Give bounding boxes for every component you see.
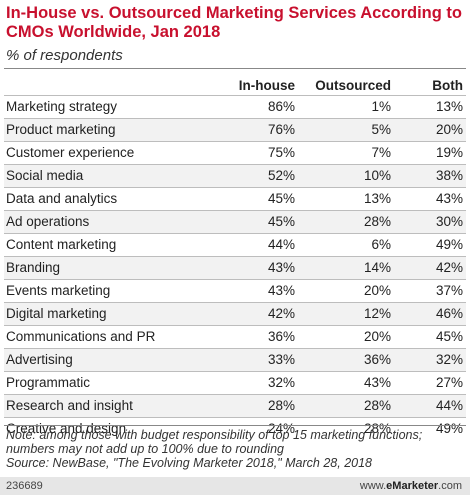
cell-both: 46% [435,306,463,321]
cell-in-house: 43% [267,283,295,298]
row-label: Creative and design [6,421,127,436]
cell-outsourced: 14% [363,260,391,275]
row-label: Branding [6,260,61,275]
brand-prefix: www. [359,480,387,492]
cell-outsourced: 7% [371,145,391,160]
cell-in-house: 45% [267,214,295,229]
cell-in-house: 42% [267,306,295,321]
cell-outsourced: 13% [363,191,391,206]
table-row: Customer experience 75% 7% 19% [4,141,466,164]
cell-both: 32% [435,352,463,367]
cell-outsourced: 20% [363,283,391,298]
row-label: Product marketing [6,122,116,137]
cell-both: 27% [435,375,463,390]
cell-in-house: 36% [267,329,295,344]
row-label: Research and insight [6,398,133,413]
brand-logo: www.eMarketer.com [360,477,462,495]
cell-outsourced: 6% [371,237,391,252]
cell-in-house: 45% [267,191,295,206]
cell-in-house: 28% [267,398,295,413]
cell-both: 49% [435,421,463,436]
cell-outsourced: 20% [363,329,391,344]
cell-in-house: 52% [267,168,295,183]
table-row: Communications and PR 36% 20% 45% [4,325,466,348]
row-label: Digital marketing [6,306,107,321]
table-row: Creative and design 24% 28% 49% [4,417,466,440]
cell-outsourced: 43% [363,375,391,390]
cell-both: 49% [435,237,463,252]
table-row: Ad operations 45% 28% 30% [4,210,466,233]
cell-both: 44% [435,398,463,413]
row-label: Data and analytics [6,191,118,206]
row-label: Communications and PR [6,329,156,344]
table-row: Content marketing 44% 6% 49% [4,233,466,256]
row-label: Ad operations [6,214,90,229]
row-label: Customer experience [6,145,135,160]
cell-in-house: 43% [267,260,295,275]
table-row: Programmatic 32% 43% 27% [4,371,466,394]
row-label: Events marketing [6,283,111,298]
cell-outsourced: 10% [363,168,391,183]
cell-both: 13% [435,99,463,114]
column-header-in-house: In-house [238,78,295,93]
brand-name: eMarketer [386,480,439,492]
cell-both: 19% [435,145,463,160]
note-text: Note: among those with budget responsibi… [6,428,423,456]
cell-both: 37% [435,283,463,298]
cell-both: 20% [435,122,463,137]
cell-in-house: 24% [267,421,295,436]
footer-bar: 236689 www.eMarketer.com [0,477,470,495]
cell-outsourced: 28% [363,398,391,413]
table-row: Social media 52% 10% 38% [4,164,466,187]
top-divider [4,68,466,69]
cell-in-house: 86% [267,99,295,114]
table-row: Events marketing 43% 20% 37% [4,279,466,302]
cell-outsourced: 36% [363,352,391,367]
cell-both: 43% [435,191,463,206]
cell-both: 42% [435,260,463,275]
table-row: Advertising 33% 36% 32% [4,348,466,371]
cell-outsourced: 28% [363,421,391,436]
table-row: Research and insight 28% 28% 44% [4,394,466,417]
table-row: Product marketing 76% 5% 20% [4,118,466,141]
cell-in-house: 33% [267,352,295,367]
cell-in-house: 44% [267,237,295,252]
bottom-divider [4,425,466,426]
table-row: Data and analytics 45% 13% 43% [4,187,466,210]
row-label: Social media [6,168,84,183]
column-header-outsourced: Outsourced [315,78,391,93]
row-label: Content marketing [6,237,117,252]
cell-outsourced: 12% [363,306,391,321]
cell-both: 45% [435,329,463,344]
chart-subtitle: % of respondents [6,47,123,64]
table-row: Digital marketing 42% 12% 46% [4,302,466,325]
cell-in-house: 32% [267,375,295,390]
cell-both: 38% [435,168,463,183]
cell-outsourced: 28% [363,214,391,229]
table-row: Branding 43% 14% 42% [4,256,466,279]
cell-outsourced: 5% [371,122,391,137]
table-row: Marketing strategy 86% 1% 13% [4,95,466,118]
chart-id: 236689 [6,480,43,492]
row-label: Programmatic [6,375,91,390]
row-label: Marketing strategy [6,99,118,114]
row-label: Advertising [6,352,73,367]
brand-suffix: .com [438,480,462,492]
source-text: Source: NewBase, "The Evolving Marketer … [6,456,373,470]
cell-outsourced: 1% [371,99,391,114]
table-body: Marketing strategy 86% 1% 13% Product market… [4,95,466,440]
chart-title: In-House vs. Outsourced Marketing Servic… [6,4,462,41]
footnote: Note: among those with budget responsibi… [6,428,466,470]
cell-both: 30% [435,214,463,229]
cell-in-house: 75% [267,145,295,160]
column-header-both: Both [432,78,463,93]
cell-in-house: 76% [267,122,295,137]
